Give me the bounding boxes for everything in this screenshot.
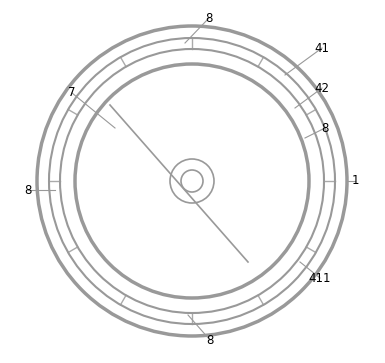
- Text: 8: 8: [321, 122, 329, 135]
- Text: 42: 42: [315, 82, 330, 94]
- Text: 8: 8: [205, 12, 213, 24]
- Text: 8: 8: [24, 184, 32, 196]
- Text: 411: 411: [309, 272, 331, 285]
- Text: 8: 8: [206, 334, 214, 347]
- Text: 1: 1: [351, 175, 359, 188]
- Text: 7: 7: [68, 86, 76, 99]
- Text: 41: 41: [315, 41, 330, 54]
